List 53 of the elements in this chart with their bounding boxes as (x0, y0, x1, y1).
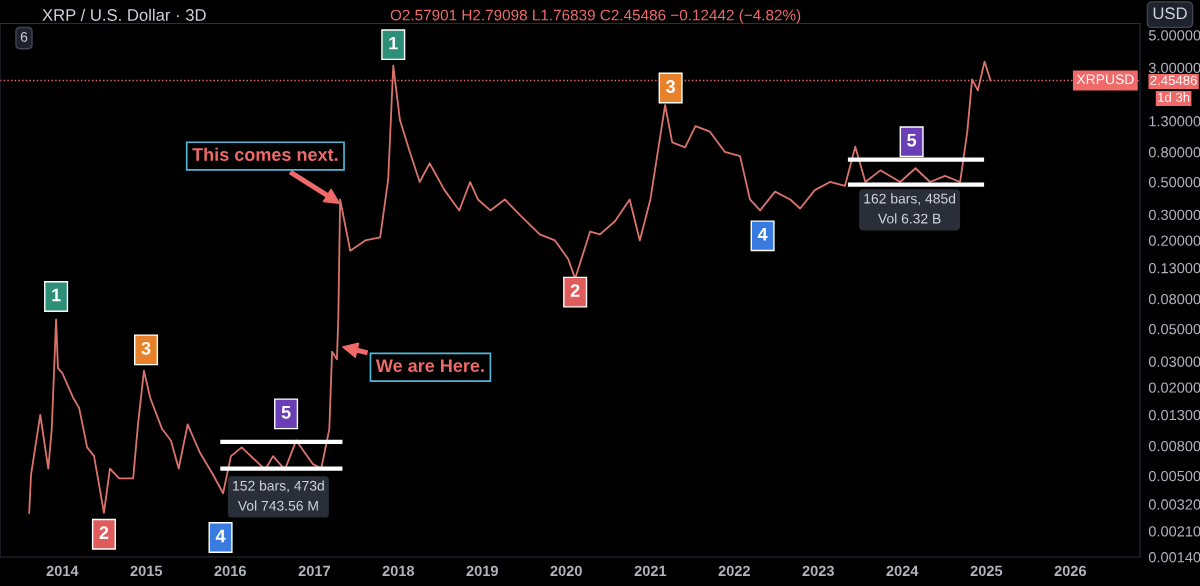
annotation: 3 (666, 80, 675, 93)
y-tick-label: 0.00500 (1148, 470, 1200, 482)
y-tick-label: 0.00140 (1148, 552, 1200, 563)
annotation: This comes next. (192, 147, 338, 161)
y-tick-label: 0.30000 (1148, 209, 1200, 220)
x-tick-label: 2025 (970, 565, 1003, 577)
annotation: 2 (570, 284, 580, 297)
annotation: 1 (52, 288, 61, 302)
annotation: 6 (20, 31, 28, 42)
x-tick-label: 2018 (382, 565, 415, 577)
x-tick-label: 2021 (634, 565, 667, 577)
ref-line-label: XRPUSD (1076, 74, 1134, 85)
y-tick-label: 0.01300 (1148, 409, 1200, 421)
annotation: 3 (141, 341, 151, 355)
x-tick-label: 2020 (550, 565, 582, 577)
text: 1d 3h (1158, 92, 1190, 102)
chart-subtitle: O2.57901 H2.79098 L1.76839 C2.45486 −0.12442 (−4.82%) (390, 9, 801, 24)
x-tick-label: 2024 (886, 565, 919, 577)
y-tick-label: 0.08000 (1148, 293, 1200, 305)
annotation: 2 (99, 526, 109, 539)
chart-title: XRP / U.S. Dollar · 3D (42, 8, 206, 21)
x-tick-label: 2016 (214, 565, 246, 577)
y-tick-label: 0.80000 (1148, 147, 1200, 158)
y-tick-label: 0.13000 (1148, 263, 1200, 274)
y-tick-label: 0.00800 (1148, 440, 1200, 452)
y-tick-label: 0.50000 (1148, 177, 1200, 188)
text: 2.45486 (1150, 75, 1197, 85)
annotation: 1 (389, 36, 398, 50)
y-tick-label: 5.00000 (1148, 30, 1200, 41)
annotation: 152 bars, 473d Vol 743.56 M (233, 480, 324, 511)
y-tick-label: 0.00320 (1148, 499, 1200, 510)
y-tick-label: 0.20000 (1148, 235, 1200, 246)
annotation: We are Here. (375, 359, 484, 373)
y-tick-label: 0.02000 (1148, 382, 1200, 393)
x-tick-label: 2022 (718, 565, 750, 577)
annotation: 5 (907, 133, 917, 147)
y-tick-label: 0.05000 (1148, 323, 1200, 335)
y-tick-label: 0.03000 (1148, 356, 1200, 367)
annotation: 4 (757, 228, 768, 241)
x-tick-label: 2019 (466, 565, 498, 577)
annotation: 4 (215, 529, 226, 543)
y-tick-label: 3.00000 (1148, 62, 1200, 74)
x-tick-label: 2015 (130, 565, 163, 577)
x-tick-label: 2017 (298, 565, 330, 577)
y-tick-label: 0.00210 (1148, 526, 1200, 537)
y-tick-label: 1.30000 (1149, 116, 1200, 127)
annotation: 162 bars, 485d Vol 6.32 B (864, 193, 956, 224)
x-tick-label: 2026 (1054, 565, 1087, 577)
annotation: 5 (281, 406, 291, 419)
x-tick-label: 2023 (802, 565, 834, 577)
text: USD (1153, 7, 1187, 20)
x-tick-label: 2014 (46, 565, 79, 577)
line-series (28, 60, 992, 514)
